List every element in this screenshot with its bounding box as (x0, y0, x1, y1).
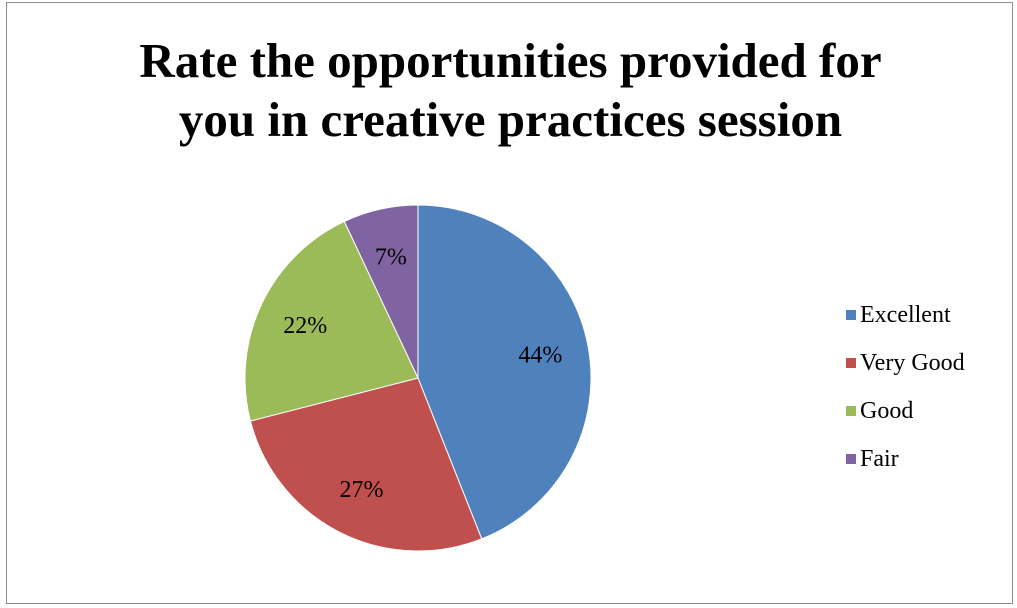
data-label-excellent: 44% (518, 343, 562, 369)
pie-slice-very-good (249, 377, 483, 552)
legend-label-good: Good (860, 397, 914, 424)
legend-swatch-excellent (846, 310, 856, 320)
legend-swatch-fair (846, 454, 856, 464)
pie-slice-excellent (417, 204, 592, 540)
chart-title-line-1: Rate the opportunities provided for (139, 33, 882, 88)
legend-item-excellent: Excellent (846, 291, 965, 339)
chart-title: Rate the opportunities provided for you … (7, 31, 1014, 149)
chart-title-line-2: you in creative practices session (178, 92, 843, 147)
chart-area: Rate the opportunities provided for you … (6, 2, 1013, 604)
pie-slice-fair (343, 204, 419, 379)
pie-slice-good (244, 220, 419, 422)
legend-swatch-very-good (846, 358, 856, 368)
legend-label-very-good: Very Good (860, 349, 965, 376)
legend-swatch-good (846, 406, 856, 416)
data-label-very-good: 27% (339, 477, 383, 503)
data-label-fair: 7% (375, 244, 407, 270)
legend-label-excellent: Excellent (860, 301, 951, 328)
legend-item-good: Good (846, 387, 965, 435)
data-label-good: 22% (283, 313, 327, 339)
legend: Excellent Very Good Good Fair (846, 291, 965, 483)
legend-item-fair: Fair (846, 435, 965, 483)
legend-label-fair: Fair (860, 445, 899, 472)
pie-chart: 44% 27% 22% 7% (244, 204, 592, 552)
legend-item-very-good: Very Good (846, 339, 965, 387)
